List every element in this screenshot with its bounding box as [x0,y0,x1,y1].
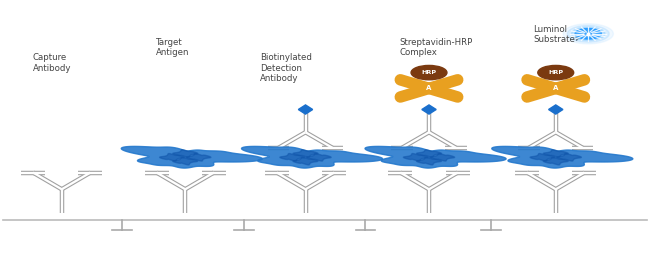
Circle shape [544,84,567,93]
Polygon shape [571,27,605,41]
Polygon shape [417,157,441,165]
Polygon shape [543,157,568,165]
Text: A: A [426,85,432,92]
Polygon shape [417,150,441,157]
Polygon shape [280,154,305,161]
Polygon shape [298,105,313,114]
Polygon shape [242,146,383,168]
Circle shape [417,84,441,93]
Text: A: A [553,85,558,92]
Text: HRP: HRP [548,70,564,75]
Polygon shape [556,154,581,161]
Polygon shape [173,157,198,165]
Polygon shape [404,154,428,161]
Polygon shape [430,154,454,161]
Polygon shape [173,150,198,157]
Polygon shape [186,154,211,161]
Polygon shape [122,146,263,168]
Polygon shape [543,150,568,157]
Polygon shape [563,24,614,44]
Circle shape [538,66,574,80]
Polygon shape [306,154,331,161]
Polygon shape [160,154,185,161]
Text: Luminol
Substrate: Luminol Substrate [533,25,575,44]
Polygon shape [575,29,601,39]
Polygon shape [293,150,318,157]
Polygon shape [422,105,436,114]
Text: Streptavidin-HRP
Complex: Streptavidin-HRP Complex [400,38,473,57]
Polygon shape [567,25,609,42]
Polygon shape [549,105,563,114]
Text: Biotinylated
Detection
Antibody: Biotinylated Detection Antibody [260,53,312,83]
Text: Capture
Antibody: Capture Antibody [32,53,71,73]
Polygon shape [530,154,555,161]
Circle shape [411,66,447,80]
Text: HRP: HRP [421,70,437,75]
Text: Target
Antigen: Target Antigen [156,38,190,57]
Polygon shape [365,146,506,168]
Polygon shape [293,157,318,165]
Polygon shape [492,146,633,168]
